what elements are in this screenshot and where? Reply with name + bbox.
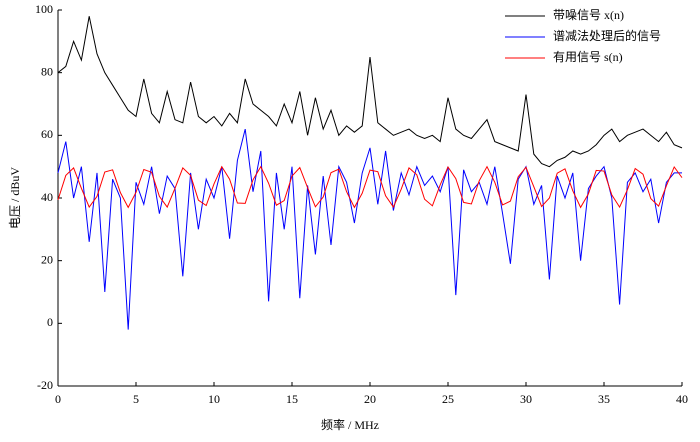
legend-label: 谱减法处理后的信号 (553, 28, 661, 43)
series-line (57, 16, 683, 168)
series-line (57, 165, 683, 209)
y-tick-label: 80 (41, 64, 53, 78)
legend-label: 有用信号 s(n) (553, 50, 623, 64)
y-tick-label: 60 (41, 127, 53, 141)
x-tick-label: 10 (208, 392, 220, 406)
y-tick-label: 100 (35, 2, 53, 16)
x-tick-label: 35 (598, 392, 610, 406)
y-axis-label: 电压 / dBuV (8, 167, 22, 229)
x-tick-label: 40 (676, 392, 688, 406)
y-tick-label: -20 (37, 378, 53, 392)
x-tick-label: 25 (442, 392, 454, 406)
y-tick-label: 0 (47, 315, 53, 329)
x-tick-label: 30 (520, 392, 532, 406)
series-line (57, 128, 682, 330)
y-tick-label: 40 (41, 190, 53, 204)
x-axis-label: 频率 / MHz (321, 417, 379, 432)
legend-label: 带噪信号 x(n) (553, 8, 624, 22)
y-tick-label: 20 (41, 252, 53, 266)
x-tick-label: 15 (286, 392, 298, 406)
x-tick-label: 5 (133, 392, 139, 406)
x-tick-label: 0 (55, 392, 61, 406)
x-tick-label: 20 (364, 392, 376, 406)
